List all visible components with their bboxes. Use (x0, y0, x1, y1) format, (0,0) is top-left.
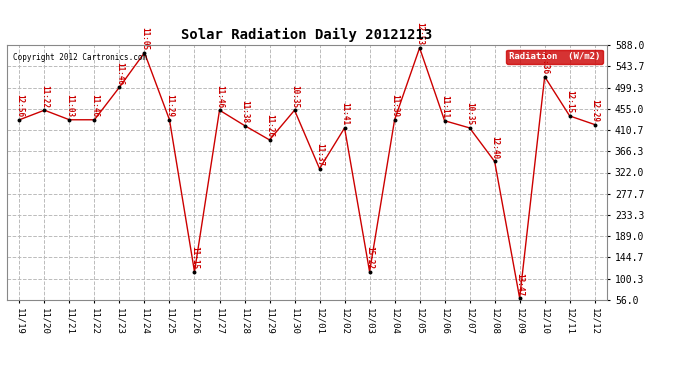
Text: 11:29: 11:29 (165, 94, 174, 117)
Point (339, 125, 350, 131)
Text: 11:05: 11:05 (140, 27, 149, 50)
Text: 11:46: 11:46 (215, 85, 224, 108)
Point (39, 107, 50, 113)
Point (189, 269, 200, 275)
Point (289, 107, 300, 113)
Text: 11:03: 11:03 (65, 94, 74, 117)
Point (314, 166, 325, 172)
Text: 11:22: 11:22 (40, 85, 49, 108)
Point (364, 269, 375, 275)
Point (214, 107, 225, 113)
Text: 10:35: 10:35 (465, 102, 474, 126)
Point (389, 117, 400, 123)
Text: 12:53: 12:53 (415, 22, 424, 45)
Text: 13:47: 13:47 (515, 273, 524, 296)
Point (264, 137, 275, 143)
Text: 12:56: 12:56 (15, 94, 24, 117)
Text: 15:22: 15:22 (365, 246, 374, 269)
Point (564, 113, 575, 119)
Text: 11:39: 11:39 (390, 94, 399, 117)
Point (114, 84, 125, 90)
Point (514, 295, 525, 301)
Text: 11:38: 11:38 (240, 100, 249, 123)
Point (64, 117, 75, 123)
Text: 12:36: 12:36 (540, 51, 549, 74)
Point (439, 118, 450, 124)
Point (14, 117, 25, 123)
Point (139, 50, 150, 55)
Text: 12:15: 12:15 (565, 90, 574, 114)
Point (589, 122, 600, 128)
Point (489, 159, 500, 165)
Point (164, 117, 175, 123)
Point (89, 117, 100, 123)
Text: 11:41: 11:41 (340, 102, 349, 126)
Text: 10:35: 10:35 (290, 85, 299, 108)
Point (414, 45, 425, 51)
Point (239, 123, 250, 129)
Text: 11:26: 11:26 (265, 114, 274, 138)
Text: 11:15: 11:15 (190, 246, 199, 269)
Text: 12:29: 12:29 (590, 99, 599, 122)
Text: Copyright 2012 Cartronics.com: Copyright 2012 Cartronics.com (13, 53, 147, 62)
Text: 11:37: 11:37 (315, 143, 324, 166)
Text: 11:46: 11:46 (115, 62, 124, 85)
Point (539, 74, 550, 80)
Legend: Radiation  (W/m2): Radiation (W/m2) (506, 50, 602, 64)
Point (464, 125, 475, 131)
Text: 11:46: 11:46 (90, 94, 99, 117)
Text: 12:40: 12:40 (490, 136, 499, 159)
Title: Solar Radiation Daily 20121213: Solar Radiation Daily 20121213 (181, 28, 433, 42)
Text: 11:11: 11:11 (440, 95, 449, 118)
